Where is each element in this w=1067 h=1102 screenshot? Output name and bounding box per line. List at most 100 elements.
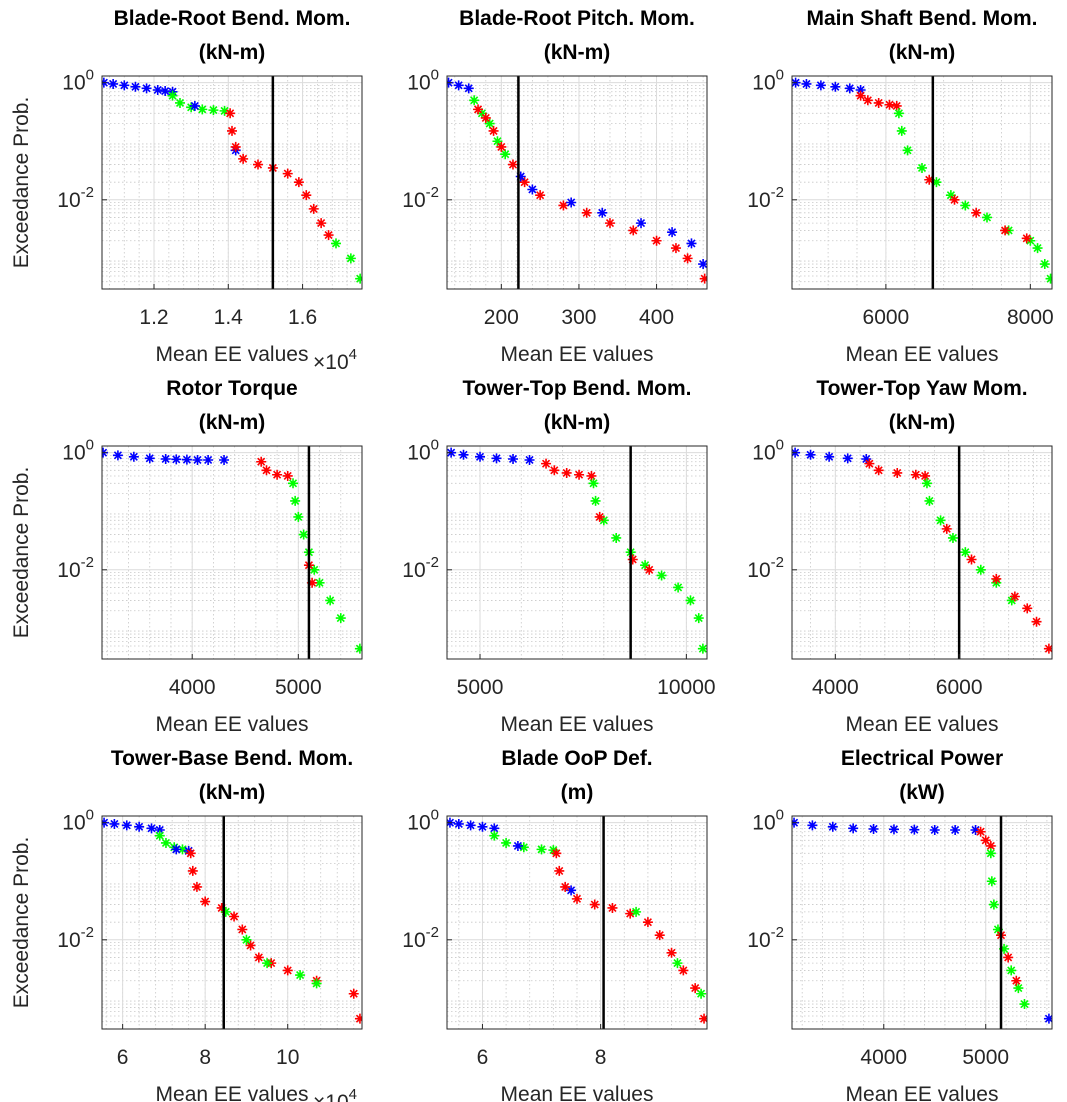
x-multiplier-label: ×104 bbox=[313, 1086, 357, 1102]
data-point bbox=[960, 547, 971, 558]
data-point bbox=[572, 893, 582, 904]
data-point bbox=[864, 458, 875, 469]
data-point bbox=[628, 225, 639, 236]
series-green bbox=[631, 906, 707, 999]
data-point bbox=[607, 902, 618, 913]
data-point bbox=[519, 177, 530, 188]
data-point bbox=[588, 478, 599, 489]
data-point bbox=[611, 532, 622, 543]
x-axis-label: Mean EE values bbox=[156, 713, 309, 736]
data-point bbox=[566, 885, 577, 896]
x-axis-label: Mean EE values bbox=[156, 343, 309, 366]
data-point bbox=[666, 947, 677, 958]
data-point bbox=[917, 162, 927, 173]
y-tick-label: 10-2 bbox=[402, 184, 439, 212]
data-point bbox=[477, 821, 488, 832]
subplot-title-line: Main Shaft Bend. Mom. bbox=[807, 7, 1038, 30]
data-point bbox=[1006, 595, 1017, 606]
data-point bbox=[167, 90, 178, 101]
series-red bbox=[256, 456, 293, 481]
data-point bbox=[625, 908, 636, 919]
data-point bbox=[501, 837, 512, 848]
x-tick-label: 300 bbox=[561, 306, 596, 329]
data-point bbox=[949, 194, 960, 205]
data-point bbox=[1043, 643, 1052, 654]
data-point bbox=[699, 1013, 707, 1024]
data-point bbox=[134, 821, 145, 832]
data-point bbox=[527, 184, 538, 195]
subplot-2: 100 10-2 6000 8000 Mean EE values Main Shaft … bbox=[747, 7, 1053, 366]
data-point bbox=[192, 454, 203, 465]
data-point bbox=[982, 212, 992, 223]
subplot-1: 100 10-2 200 300 400 Mean EE values Blade-Root… bbox=[402, 7, 708, 366]
data-point bbox=[130, 81, 141, 92]
data-point bbox=[560, 881, 571, 892]
axes-box bbox=[446, 815, 708, 1030]
data-point bbox=[873, 465, 884, 476]
data-point bbox=[307, 577, 318, 588]
data-point bbox=[581, 207, 592, 218]
data-point bbox=[175, 97, 185, 108]
data-point bbox=[237, 924, 248, 935]
subplot-title-line: Blade OoP Def. bbox=[501, 747, 652, 770]
data-point bbox=[301, 190, 312, 201]
data-point bbox=[935, 515, 946, 526]
data-point bbox=[975, 826, 986, 837]
data-point bbox=[541, 458, 552, 469]
data-point bbox=[187, 865, 198, 876]
series-red bbox=[473, 104, 707, 284]
data-point bbox=[171, 844, 182, 855]
data-point bbox=[241, 934, 252, 945]
data-point bbox=[950, 824, 961, 835]
data-point bbox=[220, 906, 231, 917]
data-point bbox=[245, 940, 256, 951]
subplot-8: 100 10-2 4000 5000 Mean EE values Electrical … bbox=[747, 747, 1053, 1102]
y-tick-label: 100 bbox=[62, 437, 94, 465]
data-point bbox=[699, 273, 707, 284]
data-point bbox=[208, 105, 219, 116]
data-point bbox=[931, 177, 942, 188]
data-point bbox=[801, 78, 812, 89]
data-point bbox=[345, 253, 356, 264]
data-point bbox=[636, 218, 647, 229]
data-point bbox=[678, 965, 689, 976]
y-tick-label: 10-2 bbox=[57, 184, 94, 212]
data-point bbox=[604, 218, 615, 229]
data-point bbox=[489, 823, 500, 834]
data-point bbox=[698, 259, 707, 270]
data-point bbox=[805, 449, 816, 460]
data-point bbox=[121, 820, 132, 831]
subplot-title-line: Tower-Top Yaw Mom. bbox=[816, 377, 1027, 400]
data-point bbox=[282, 965, 293, 976]
x-axis-label: Mean EE values bbox=[501, 1083, 654, 1102]
series-red bbox=[551, 848, 707, 1024]
data-point bbox=[154, 830, 165, 841]
axes-box bbox=[791, 75, 1053, 290]
data-point bbox=[1013, 983, 1024, 994]
data-point bbox=[980, 835, 991, 846]
data-point bbox=[902, 145, 913, 156]
data-point bbox=[862, 95, 873, 106]
data-point bbox=[465, 820, 476, 831]
subplot-title-line: (kW) bbox=[899, 781, 945, 804]
subplot-title-line: (kN-m) bbox=[544, 41, 611, 64]
data-point bbox=[288, 478, 299, 489]
data-point bbox=[985, 848, 996, 859]
x-tick-label: 10000 bbox=[657, 676, 715, 699]
data-point bbox=[480, 112, 491, 123]
data-point bbox=[298, 529, 309, 540]
subplot-7: 100 10-2 6 8 Mean EE values Blade OoP Def. (m) bbox=[402, 747, 708, 1102]
y-tick-label: 10-2 bbox=[747, 554, 784, 582]
data-point bbox=[651, 235, 662, 246]
data-point bbox=[348, 988, 359, 999]
y-tick-label: 100 bbox=[62, 807, 94, 835]
data-point bbox=[473, 104, 484, 115]
data-point bbox=[508, 453, 519, 464]
data-point bbox=[693, 613, 704, 624]
data-point bbox=[574, 469, 585, 480]
data-point bbox=[219, 105, 230, 116]
data-point bbox=[203, 454, 214, 465]
x-tick-label: 4000 bbox=[812, 676, 859, 699]
data-point bbox=[500, 149, 511, 160]
